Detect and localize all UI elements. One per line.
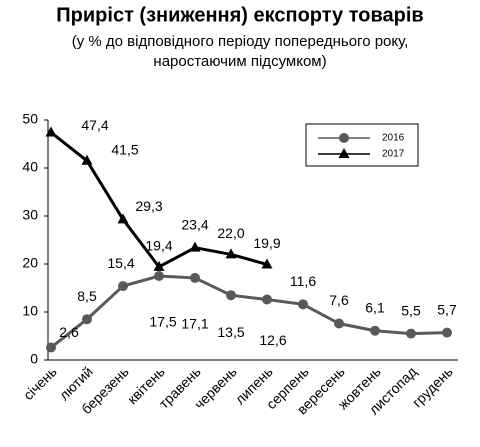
data-label: 11,6 bbox=[290, 273, 316, 289]
point bbox=[370, 325, 380, 336]
point bbox=[261, 258, 273, 269]
point bbox=[334, 318, 344, 329]
data-label: 2,6 bbox=[59, 324, 79, 340]
data-label: 7,6 bbox=[329, 292, 349, 308]
point bbox=[190, 272, 200, 283]
point bbox=[442, 327, 452, 338]
x-tick-label: грудень bbox=[409, 363, 456, 410]
data-label: 13,5 bbox=[217, 324, 244, 340]
data-label: 22,0 bbox=[217, 225, 244, 241]
point bbox=[153, 260, 165, 271]
point bbox=[45, 126, 57, 137]
y-tick-label: 0 bbox=[30, 351, 38, 367]
point bbox=[262, 294, 272, 305]
point bbox=[225, 248, 237, 259]
y-tick-label: 30 bbox=[22, 207, 38, 223]
data-label: 15,4 bbox=[107, 255, 134, 271]
chart-subtitle: наростаючим підсумком) bbox=[153, 53, 326, 70]
point bbox=[81, 154, 93, 165]
chart-subtitle: (у % до відповідного періоду попередньог… bbox=[72, 33, 409, 50]
data-label: 17,5 bbox=[149, 314, 176, 330]
data-label: 23,4 bbox=[181, 216, 208, 232]
point bbox=[406, 328, 416, 339]
y-tick-label: 50 bbox=[22, 111, 38, 127]
data-label: 12,6 bbox=[259, 332, 286, 348]
point bbox=[154, 271, 164, 281]
point bbox=[338, 148, 350, 158]
data-label: 6,1 bbox=[365, 299, 385, 315]
data-label: 41,5 bbox=[111, 142, 138, 158]
point bbox=[339, 133, 349, 143]
point bbox=[118, 281, 128, 292]
data-label: 19,4 bbox=[145, 238, 172, 254]
point bbox=[117, 213, 129, 224]
legend-label: 2016 bbox=[382, 133, 405, 144]
point bbox=[298, 299, 308, 310]
x-tick-label: січень bbox=[20, 363, 60, 403]
y-tick-label: 10 bbox=[22, 303, 38, 319]
y-tick-label: 20 bbox=[22, 255, 38, 271]
point bbox=[189, 241, 201, 252]
data-label: 5,5 bbox=[401, 302, 421, 318]
point bbox=[226, 290, 236, 301]
legend-box bbox=[305, 123, 419, 167]
data-label: 8,5 bbox=[77, 288, 97, 304]
data-label: 19,9 bbox=[253, 235, 280, 251]
series-line bbox=[50, 274, 448, 349]
data-label: 5,7 bbox=[437, 301, 457, 317]
chart-title: Приріст (зниження) експорту товарів bbox=[56, 4, 423, 26]
legend-label: 2017 bbox=[382, 149, 405, 160]
point bbox=[46, 342, 56, 353]
y-tick-label: 40 bbox=[22, 159, 38, 175]
data-label: 17,1 bbox=[181, 316, 208, 332]
data-label: 29,3 bbox=[135, 198, 162, 214]
data-label: 47,4 bbox=[81, 117, 108, 133]
point bbox=[82, 314, 92, 325]
